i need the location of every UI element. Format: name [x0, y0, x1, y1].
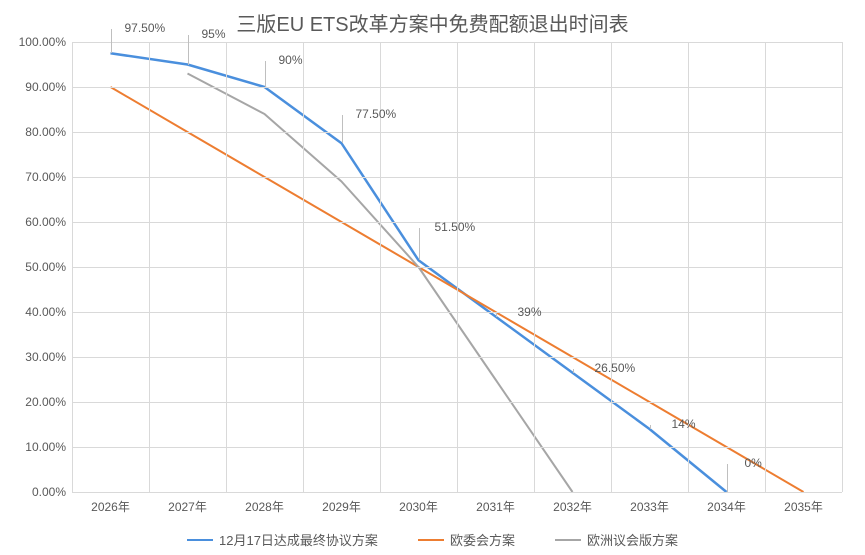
- x-axis-label: 2034年: [707, 498, 746, 515]
- gridline-vertical: [226, 42, 227, 492]
- legend-swatch: [187, 539, 213, 541]
- y-axis-label: 50.00%: [25, 260, 66, 274]
- x-axis-label: 2032年: [553, 498, 592, 515]
- y-axis-label: 40.00%: [25, 305, 66, 319]
- legend-swatch: [418, 539, 444, 541]
- y-axis-label: 0.00%: [32, 485, 66, 499]
- callout-label: 51.50%: [435, 220, 476, 234]
- callout-leader: [650, 425, 651, 429]
- legend-item: 欧洲议会版方案: [555, 530, 678, 549]
- y-axis-label: 100.00%: [19, 35, 66, 49]
- callout-leader: [727, 464, 728, 492]
- gridline-vertical: [611, 42, 612, 492]
- y-axis-label: 70.00%: [25, 170, 66, 184]
- y-axis-label: 80.00%: [25, 125, 66, 139]
- legend-label: 欧委会方案: [450, 530, 515, 549]
- callout-leader: [419, 228, 420, 260]
- callout-leader: [188, 35, 189, 65]
- gridline-vertical: [303, 42, 304, 492]
- callout-leader: [496, 313, 497, 317]
- x-axis-label: 2028年: [245, 498, 284, 515]
- legend-item: 欧委会方案: [418, 530, 515, 549]
- y-axis-label: 20.00%: [25, 395, 66, 409]
- callout-leader: [111, 29, 112, 53]
- callout-label: 0%: [745, 456, 762, 470]
- y-axis-label: 90.00%: [25, 80, 66, 94]
- callout-leader: [573, 369, 574, 373]
- x-axis-label: 2030年: [399, 498, 438, 515]
- gridline-vertical: [72, 42, 73, 492]
- y-axis-label: 30.00%: [25, 350, 66, 364]
- x-axis-label: 2035年: [784, 498, 823, 515]
- gridline-vertical: [534, 42, 535, 492]
- legend-label: 欧洲议会版方案: [587, 530, 678, 549]
- x-axis-label: 2033年: [630, 498, 669, 515]
- x-axis-label: 2031年: [476, 498, 515, 515]
- chart-container: 三版EU ETS改革方案中免费配额退出时间表 0.00%10.00%20.00%…: [0, 0, 865, 555]
- legend-item: 12月17日达成最终协议方案: [187, 530, 378, 549]
- legend-swatch: [555, 539, 581, 541]
- callout-label: 90%: [279, 53, 303, 67]
- gridline-horizontal: [72, 492, 842, 493]
- x-axis-label: 2029年: [322, 498, 361, 515]
- plot-area: 0.00%10.00%20.00%30.00%40.00%50.00%60.00…: [72, 42, 842, 492]
- gridline-vertical: [765, 42, 766, 492]
- callout-label: 39%: [518, 305, 542, 319]
- callout-leader: [342, 115, 343, 143]
- gridline-vertical: [842, 42, 843, 492]
- callout-label: 97.50%: [125, 21, 166, 35]
- gridline-vertical: [457, 42, 458, 492]
- callout-label: 95%: [202, 27, 226, 41]
- callout-leader: [265, 61, 266, 87]
- x-axis-label: 2027年: [168, 498, 207, 515]
- callout-label: 26.50%: [595, 361, 636, 375]
- gridline-vertical: [149, 42, 150, 492]
- callout-label: 77.50%: [356, 107, 397, 121]
- legend: 12月17日达成最终协议方案 欧委会方案 欧洲议会版方案: [0, 530, 865, 549]
- y-axis-label: 10.00%: [25, 440, 66, 454]
- x-axis-label: 2026年: [91, 498, 130, 515]
- callout-label: 14%: [672, 417, 696, 431]
- series-line: [111, 53, 727, 492]
- legend-label: 12月17日达成最终协议方案: [219, 530, 378, 549]
- y-axis-label: 60.00%: [25, 215, 66, 229]
